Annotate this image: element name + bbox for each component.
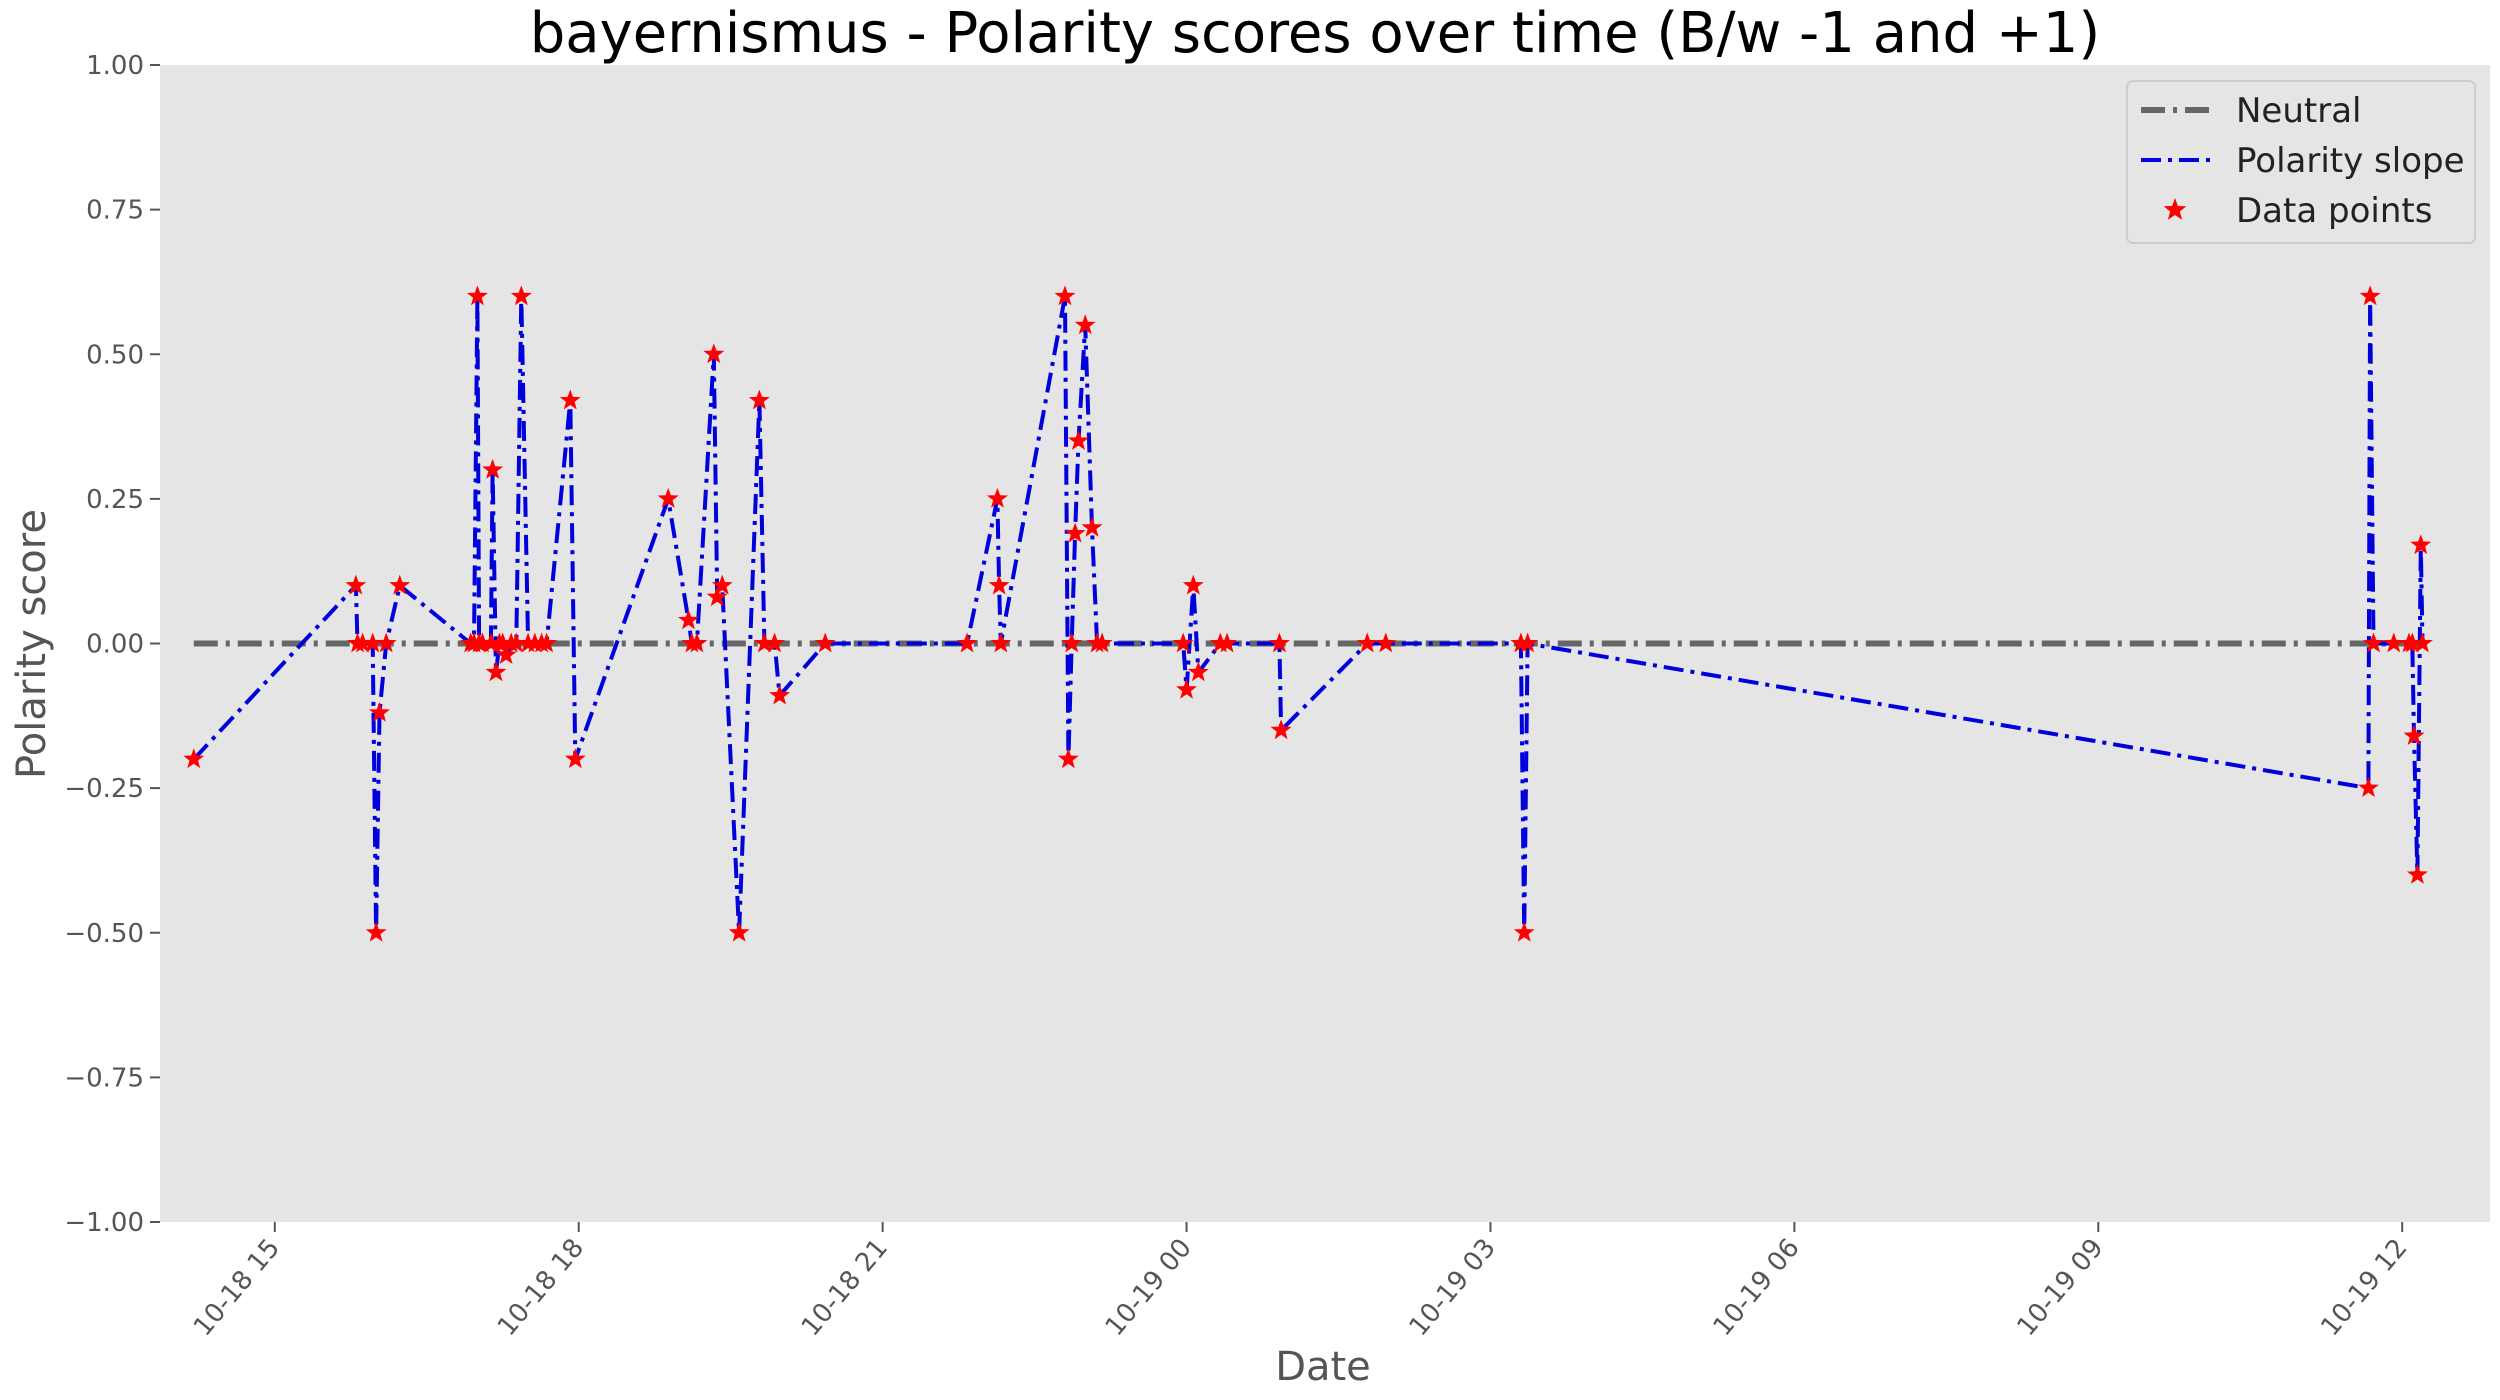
data-point bbox=[706, 586, 728, 607]
data-point bbox=[1356, 632, 1378, 653]
legend-label-data-points: Data points bbox=[2236, 191, 2432, 231]
data-point bbox=[814, 632, 836, 653]
legend: Neutral Polarity slope Data points bbox=[2126, 80, 2476, 244]
data-point bbox=[1182, 574, 1204, 595]
data-point bbox=[375, 632, 397, 653]
data-point bbox=[536, 632, 558, 653]
data-point bbox=[1061, 632, 1083, 653]
legend-label-neutral: Neutral bbox=[2236, 91, 2362, 131]
data-point bbox=[988, 574, 1010, 595]
data-point bbox=[1074, 314, 1096, 335]
data-point bbox=[472, 632, 493, 653]
data-point bbox=[564, 748, 586, 769]
data-point bbox=[2363, 632, 2384, 653]
x-tick-label: 10-18 15 bbox=[188, 1233, 286, 1342]
data-point bbox=[2412, 632, 2433, 653]
x-tick-label: 10-18 21 bbox=[796, 1233, 894, 1342]
data-point bbox=[1513, 921, 1535, 942]
y-tick-label: 1.00 bbox=[86, 51, 144, 81]
data-point bbox=[703, 343, 725, 364]
data-point bbox=[467, 285, 488, 306]
data-point bbox=[389, 574, 411, 595]
data-point bbox=[369, 701, 390, 722]
data-point bbox=[1057, 748, 1079, 769]
chart-title: bayernismus - Polarity scores over time … bbox=[530, 1, 2101, 66]
y-tick-label: −0.25 bbox=[64, 774, 144, 804]
data-point bbox=[1216, 632, 1238, 653]
data-point bbox=[764, 632, 785, 653]
x-axis: 10-18 15 10-18 18 10-18 21 10-19 00 10-19 03… bbox=[188, 1222, 2414, 1342]
x-axis-title: Date bbox=[1275, 1344, 1371, 1390]
data-point bbox=[1269, 632, 1290, 653]
x-tick-label: 10-19 09 bbox=[2012, 1233, 2110, 1342]
legend-label-polarity-slope: Polarity slope bbox=[2236, 141, 2465, 181]
data-point bbox=[352, 632, 374, 653]
y-tick-label: 0.00 bbox=[86, 630, 144, 660]
data-point bbox=[2383, 632, 2405, 653]
data-point bbox=[1187, 661, 1209, 682]
data-point bbox=[956, 632, 978, 653]
data-point bbox=[769, 684, 791, 705]
data-point bbox=[482, 458, 504, 479]
data-point bbox=[1176, 678, 1197, 699]
data-point bbox=[1054, 285, 1076, 306]
data-point bbox=[1081, 516, 1103, 537]
data-point bbox=[2403, 725, 2425, 745]
data-point bbox=[362, 632, 384, 653]
data-point bbox=[492, 632, 514, 653]
data-point bbox=[657, 487, 679, 508]
data-point bbox=[510, 285, 532, 306]
data-point bbox=[987, 487, 1008, 508]
data-point bbox=[365, 921, 387, 942]
data-point bbox=[345, 574, 367, 595]
data-point bbox=[2401, 632, 2423, 653]
x-tick-label: 10-19 12 bbox=[2315, 1233, 2413, 1342]
legend-swatch-data-points bbox=[2163, 198, 2187, 220]
data-point bbox=[711, 574, 733, 595]
data-point bbox=[990, 632, 1012, 653]
data-point bbox=[1517, 632, 1539, 653]
y-tick-label: −0.50 bbox=[64, 919, 144, 949]
data-point bbox=[1172, 632, 1194, 653]
data-point bbox=[495, 644, 517, 664]
x-tick-label: 10-19 06 bbox=[1708, 1233, 1806, 1342]
data-point bbox=[1064, 522, 1086, 543]
legend-box bbox=[2126, 80, 2476, 244]
data-point bbox=[686, 632, 708, 653]
data-point bbox=[1375, 632, 1397, 653]
data-point bbox=[2406, 863, 2428, 884]
y-tick-label: −0.75 bbox=[64, 1063, 144, 1093]
data-point bbox=[1091, 632, 1113, 653]
data-point bbox=[748, 389, 770, 410]
data-point bbox=[485, 661, 507, 682]
data-point bbox=[1270, 719, 1292, 740]
data-point bbox=[2410, 534, 2432, 555]
data-point bbox=[559, 389, 581, 410]
x-tick-label: 10-19 00 bbox=[1100, 1233, 1198, 1342]
data-point bbox=[754, 632, 775, 653]
y-tick-label: 0.50 bbox=[86, 340, 144, 370]
y-axis: 1.00 0.75 0.50 0.25 0.00 −0.25 −0.50 −0.75 −1.00 bbox=[64, 51, 160, 1238]
y-tick-label: 0.25 bbox=[86, 485, 144, 515]
data-point bbox=[678, 609, 699, 630]
data-points-series bbox=[183, 285, 2433, 942]
y-tick-label: 0.75 bbox=[86, 196, 144, 226]
y-axis-title: Polarity score bbox=[9, 509, 55, 779]
x-tick-label: 10-18 18 bbox=[492, 1233, 590, 1342]
y-tick-label: −1.00 bbox=[64, 1208, 144, 1238]
x-tick-label: 10-19 03 bbox=[1404, 1233, 1502, 1342]
data-point bbox=[505, 632, 527, 653]
data-point bbox=[728, 921, 750, 942]
data-point bbox=[1068, 430, 1089, 450]
data-point bbox=[480, 632, 502, 653]
data-point bbox=[2358, 777, 2379, 797]
data-point bbox=[183, 748, 205, 769]
data-point bbox=[2359, 285, 2381, 306]
